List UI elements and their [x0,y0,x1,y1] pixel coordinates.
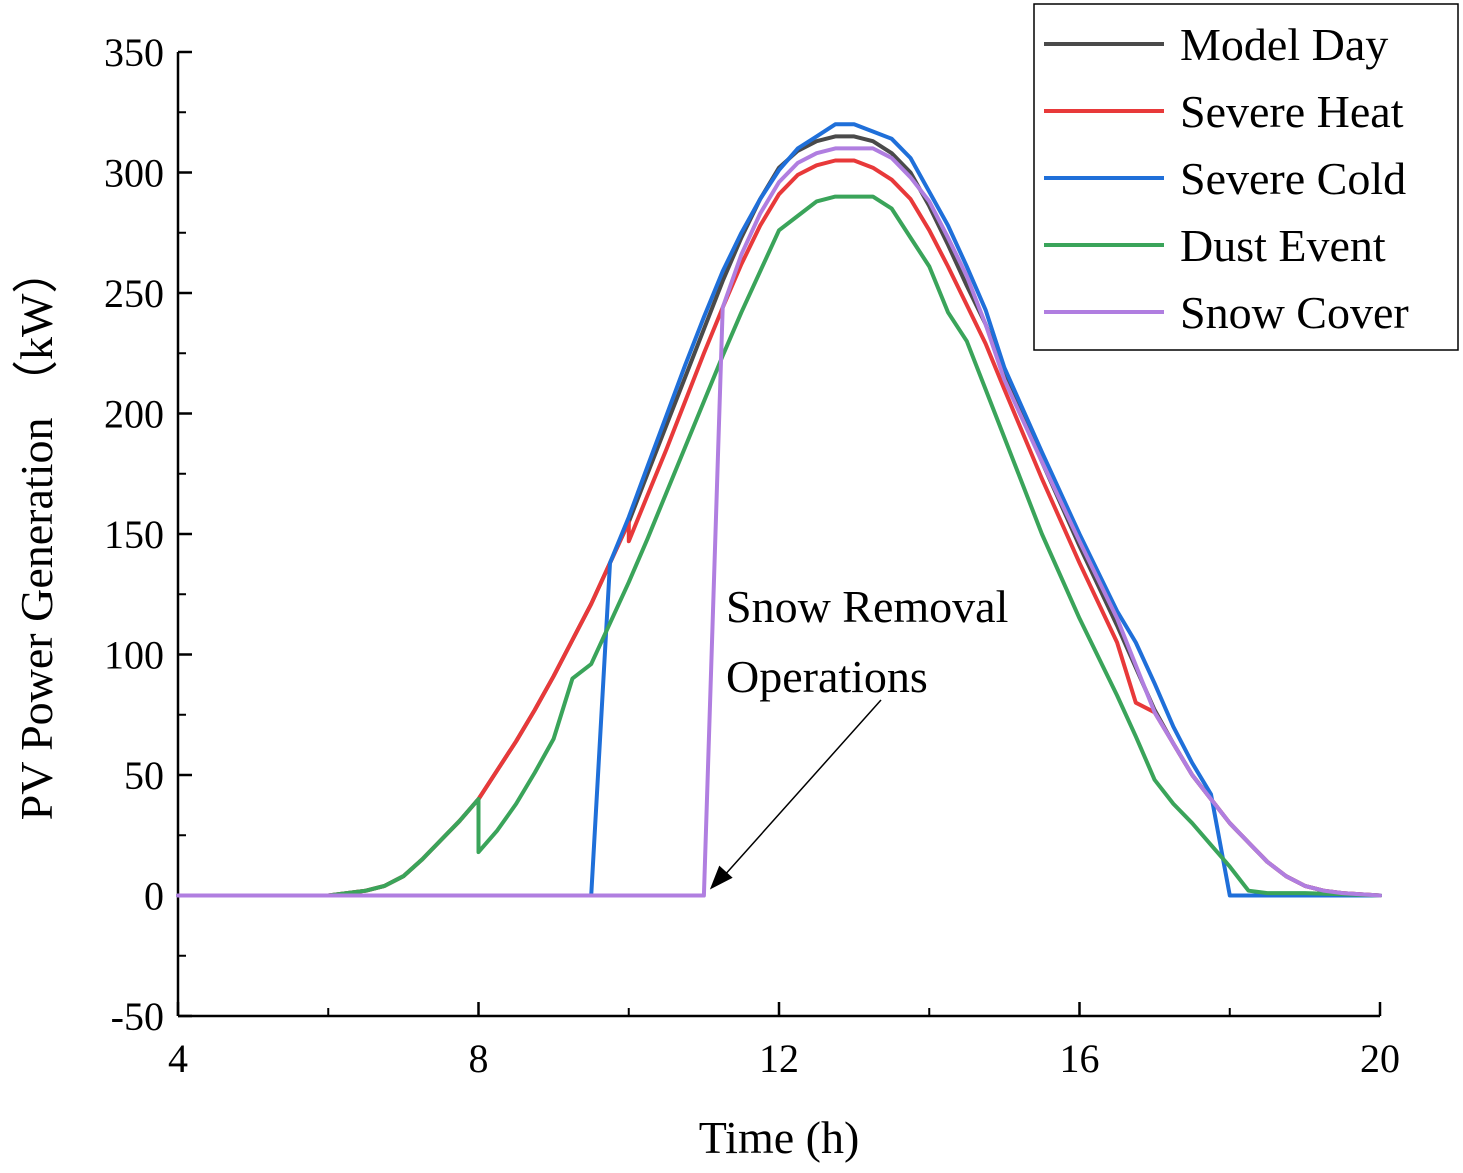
y-tick-label: 200 [104,392,164,437]
series-line-snow-cover [176,146,1382,898]
x-tick-label: 12 [759,1036,799,1081]
x-axis-title: Time (h) [699,1112,860,1163]
annotation-text-line2: Operations [726,651,928,702]
y-tick-label: 100 [104,633,164,678]
x-tick-label: 20 [1360,1036,1400,1081]
y-tick-label: 0 [144,874,164,919]
annotation: Snow Removal Operations [709,581,1008,890]
y-tick-label: 250 [104,271,164,316]
annotation-arrow-line [719,699,882,881]
legend-label-model-day: Model Day [1180,19,1388,70]
y-tick-label: 50 [124,753,164,798]
y-tick-label: 300 [104,151,164,196]
y-tick-label: 150 [104,512,164,557]
x-tick-label: 8 [469,1036,489,1081]
y-axis-title: PV Power Generation （kW） [11,248,62,821]
x-tick-label: 16 [1060,1036,1100,1081]
x-tick-label: 4 [168,1036,188,1081]
y-tick-label: 350 [104,30,164,75]
series-lines [176,122,1382,898]
axes: -50 0 50 100 150 200 250 300 350 4 8 12 16 20 Time (h)… [11,30,1400,1163]
annotation-text-line1: Snow Removal [726,581,1008,632]
annotation-arrowhead [709,865,733,890]
legend-label-severe-heat: Severe Heat [1180,86,1404,137]
legend: Model Day Severe Heat Severe Cold Dust Even… [1033,3,1459,351]
legend-label-dust-event: Dust Event [1180,220,1386,271]
legend-label-severe-cold: Severe Cold [1180,153,1406,204]
series-line-severe-cold [176,122,1382,898]
series-line-dust-event [176,194,1382,898]
y-tick-label: -50 [111,994,164,1039]
legend-label-snow-cover: Snow Cover [1180,287,1409,338]
